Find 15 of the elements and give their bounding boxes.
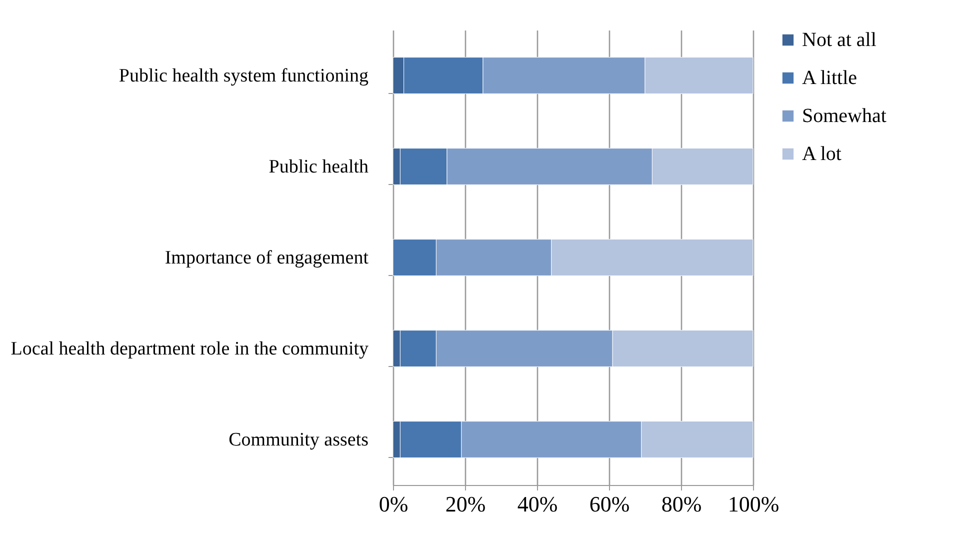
x-tick-label: 20% <box>445 492 486 516</box>
legend-label: Not at all <box>802 29 877 51</box>
x-tick-label: 40% <box>517 492 558 516</box>
y-tick-label: Community assets <box>228 430 368 450</box>
y-tick-label: Importance of engagement <box>164 248 370 268</box>
y-tick-label: Local health department role in the community <box>10 338 369 360</box>
y-tick-label: Public health <box>268 156 369 178</box>
legend-label: A lot <box>802 143 842 165</box>
x-tick-label: 60% <box>589 492 630 516</box>
x-tick-label: 0% <box>378 492 408 516</box>
x-tick-label: 80% <box>661 492 702 516</box>
y-tick-label: Public health system functioning <box>118 66 369 86</box>
legend-label: A little <box>802 67 858 89</box>
x-tick-label: 100% <box>728 492 780 516</box>
legend-label: Somewhat <box>802 105 887 127</box>
